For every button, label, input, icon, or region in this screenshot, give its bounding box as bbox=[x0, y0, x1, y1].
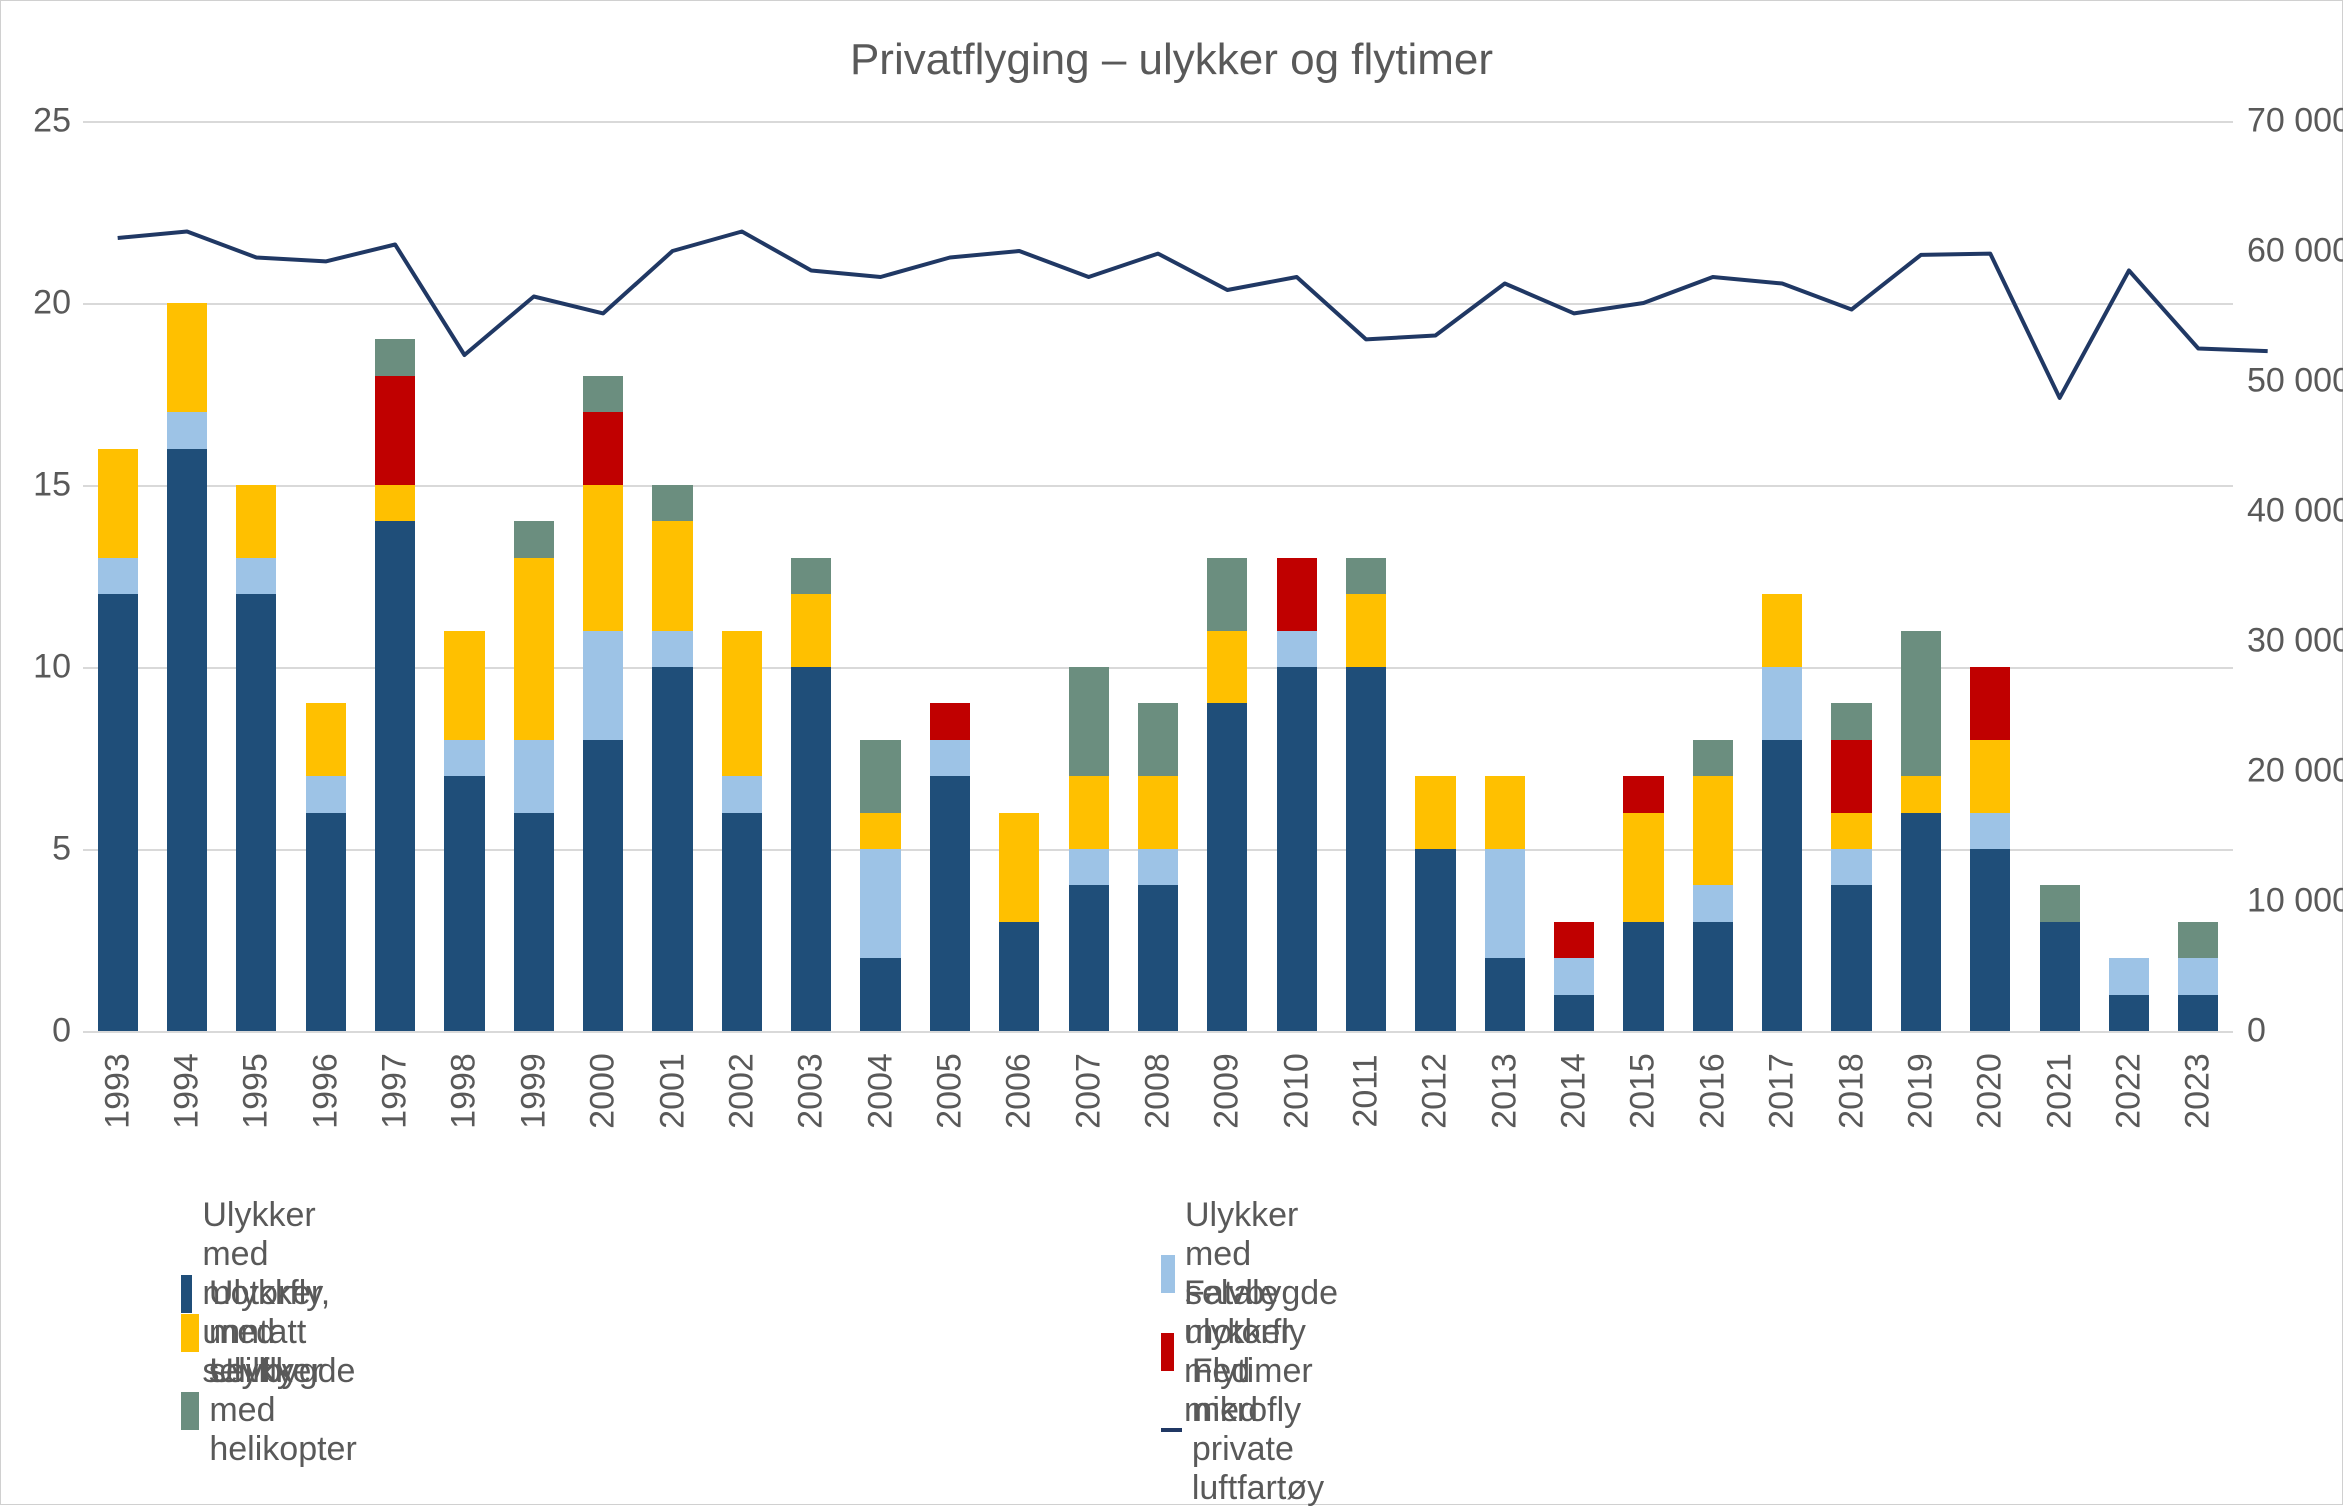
plot-area bbox=[83, 121, 2233, 1031]
legend-label: Ulykker med helikopter bbox=[209, 1352, 376, 1469]
x-tick-label: 2023 bbox=[2179, 1053, 2218, 1129]
x-tick-label: 1999 bbox=[514, 1053, 553, 1129]
y-right-tick-label: 30 000 bbox=[2247, 622, 2343, 661]
x-tick-label: 2003 bbox=[792, 1053, 831, 1129]
x-tick-label: 2016 bbox=[1693, 1053, 1732, 1129]
y-right-tick-label: 40 000 bbox=[2247, 492, 2343, 531]
chart-title: Privatflyging – ulykker og flytimer bbox=[1, 35, 2342, 85]
gridline bbox=[83, 1031, 2233, 1033]
y-right-tick-label: 0 bbox=[2247, 1012, 2266, 1051]
y-left-tick-label: 25 bbox=[1, 102, 71, 141]
x-tick-label: 1998 bbox=[445, 1053, 484, 1129]
legend-item: Flytimer med private luftfartøy bbox=[1161, 1352, 1359, 1508]
x-tick-label: 2022 bbox=[2109, 1053, 2148, 1129]
x-tick-label: 2002 bbox=[722, 1053, 761, 1129]
x-tick-label: 2010 bbox=[1277, 1053, 1316, 1129]
y-left-tick-label: 0 bbox=[1, 1012, 71, 1051]
x-tick-label: 2006 bbox=[1000, 1053, 1039, 1129]
x-tick-label: 2012 bbox=[1416, 1053, 1455, 1129]
x-tick-label: 1993 bbox=[98, 1053, 137, 1129]
x-tick-label: 2015 bbox=[1624, 1053, 1663, 1129]
x-tick-label: 2004 bbox=[861, 1053, 900, 1129]
x-tick-label: 1996 bbox=[306, 1053, 345, 1129]
legend-line-swatch bbox=[1161, 1428, 1182, 1432]
chart-container: Privatflyging – ulykker og flytimer 0 5 10… bbox=[0, 0, 2343, 1505]
x-tick-label: 2020 bbox=[1971, 1053, 2010, 1129]
x-tick-label: 2007 bbox=[1069, 1053, 1108, 1129]
y-right-tick-label: 10 000 bbox=[2247, 882, 2343, 921]
legend-swatch bbox=[181, 1392, 199, 1430]
legend-swatch bbox=[181, 1314, 199, 1352]
y-left-tick-label: 5 bbox=[1, 830, 71, 869]
x-tick-label: 2009 bbox=[1208, 1053, 1247, 1129]
x-tick-label: 1995 bbox=[237, 1053, 276, 1129]
y-right-tick-label: 70 000 bbox=[2247, 102, 2343, 141]
y-left-tick-label: 20 bbox=[1, 284, 71, 323]
x-tick-label: 2013 bbox=[1485, 1053, 1524, 1129]
x-tick-label: 2001 bbox=[653, 1053, 692, 1129]
x-tick-label: 2021 bbox=[2040, 1053, 2079, 1129]
x-tick-label: 2000 bbox=[584, 1053, 623, 1129]
y-left-tick-label: 15 bbox=[1, 466, 71, 505]
y-right-tick-label: 50 000 bbox=[2247, 362, 2343, 401]
x-tick-label: 2005 bbox=[930, 1053, 969, 1129]
y-left-tick-label: 10 bbox=[1, 648, 71, 687]
legend-item: Ulykker med helikopter bbox=[181, 1352, 376, 1469]
x-tick-label: 2008 bbox=[1139, 1053, 1178, 1129]
x-tick-label: 1994 bbox=[168, 1053, 207, 1129]
line-series bbox=[83, 121, 2233, 1031]
x-tick-label: 2019 bbox=[1901, 1053, 1940, 1129]
x-tick-label: 2014 bbox=[1555, 1053, 1594, 1129]
x-tick-label: 2018 bbox=[1832, 1053, 1871, 1129]
x-tick-label: 1997 bbox=[376, 1053, 415, 1129]
x-tick-label: 2011 bbox=[1347, 1054, 1386, 1127]
legend-label: Flytimer med private luftfartøy bbox=[1192, 1352, 1359, 1508]
y-right-tick-label: 60 000 bbox=[2247, 232, 2343, 271]
x-tick-label: 2017 bbox=[1763, 1053, 1802, 1129]
y-right-tick-label: 20 000 bbox=[2247, 752, 2343, 791]
